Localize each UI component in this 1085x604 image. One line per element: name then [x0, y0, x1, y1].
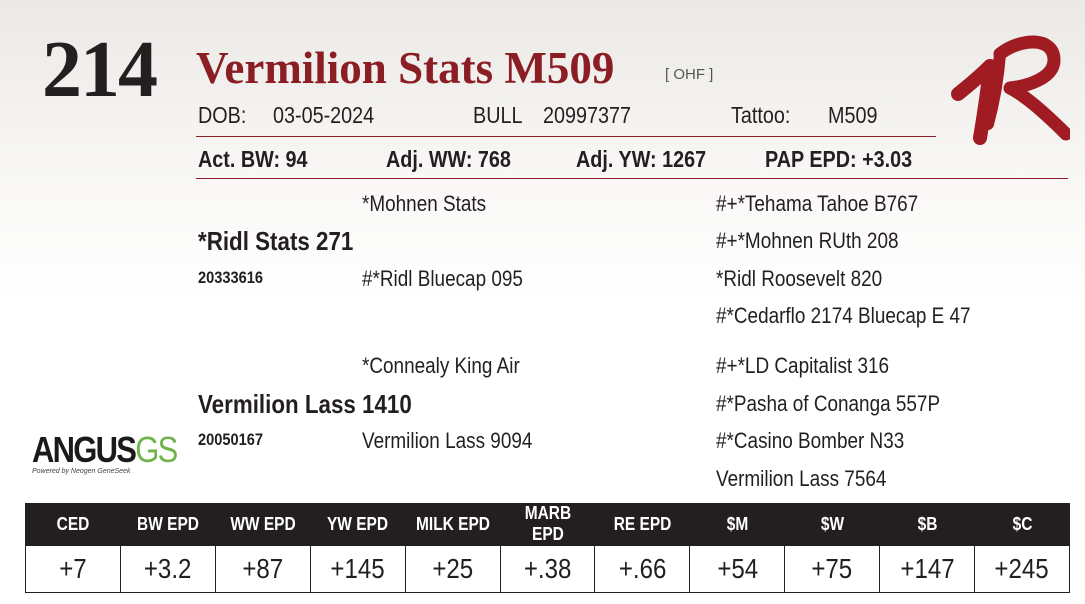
- angus-logo-text: ANGUS: [32, 429, 137, 470]
- epd-header: BW EPD: [119, 503, 216, 546]
- actual-birth-weight: Act. BW: 94: [198, 146, 308, 172]
- epd-header: $B: [879, 503, 975, 546]
- dam-dam: Vermilion Lass 9094: [362, 428, 533, 453]
- epd-header: WW EPD: [214, 503, 311, 546]
- epd-value: +.38: [499, 545, 596, 593]
- epd-value: +145: [309, 545, 406, 593]
- adjusted-weaning-weight: Adj. WW: 768: [386, 146, 511, 172]
- sire-sire: *Mohnen Stats: [362, 191, 487, 216]
- dam-sire-dam: #*Pasha of Conanga 557P: [716, 391, 941, 416]
- divider-line: [196, 136, 936, 137]
- dam-registration: 20050167: [198, 430, 264, 449]
- sire-sire-dam: #+*Mohnen RUth 208: [716, 228, 899, 253]
- dam-sire-sire: #+*LD Capitalist 316: [716, 353, 890, 378]
- sire-registration: 20333616: [198, 268, 264, 287]
- epd-header: MILK EPD: [404, 503, 501, 546]
- epd-value: +.66: [594, 545, 691, 593]
- gs-logo-text: GS: [135, 429, 178, 470]
- sex-value: BULL: [473, 102, 523, 128]
- epd-value: +7: [25, 545, 121, 593]
- adjusted-yearling-weight: Adj. YW: 1267: [576, 146, 707, 172]
- epd-header: CED: [25, 503, 121, 546]
- tattoo-value: M509: [828, 102, 878, 128]
- registration-number: 20997377: [543, 102, 632, 128]
- vr-brand-icon: [951, 35, 1070, 145]
- epd-value: +25: [404, 545, 501, 593]
- epd-header: $M: [689, 503, 785, 546]
- epd-value-row: +7 +3.2 +87 +145 +25 +.38 +.66 +54 +75 +…: [25, 545, 1070, 593]
- lot-number: 214: [42, 26, 158, 114]
- dam-sire: *Connealy King Air: [362, 353, 520, 378]
- epd-value: +87: [214, 545, 311, 593]
- powered-by-text: Powered by Neogen GeneSeek: [32, 468, 131, 475]
- epd-value: +75: [784, 545, 881, 593]
- dob-value: 03-05-2024: [273, 102, 375, 128]
- epd-header: $C: [974, 503, 1070, 546]
- epd-header: YW EPD: [309, 503, 406, 546]
- dam-dam-dam: Vermilion Lass 7564: [716, 466, 887, 491]
- dam-name: Vermilion Lass 1410: [198, 389, 412, 419]
- dob-label: DOB:: [198, 102, 247, 128]
- epd-value: +245: [974, 545, 1070, 593]
- epd-value: +147: [879, 545, 976, 593]
- epd-header: $W: [784, 503, 880, 546]
- angus-gs-logo: ANGUSGS Powered by Neogen GeneSeek: [32, 430, 182, 490]
- sire-sire-sire: #+*Tehama Tahoe B767: [716, 191, 919, 216]
- dam-dam-sire: #*Casino Bomber N33: [716, 428, 905, 453]
- sire-name: *Ridl Stats 271: [198, 226, 354, 256]
- animal-name: Vermilion Stats M509: [196, 43, 615, 93]
- epd-header-row: CED BW EPD WW EPD YW EPD MILK EPD MARB E…: [25, 503, 1070, 546]
- epd-header: RE EPD: [594, 503, 690, 546]
- animal-tag: [ OHF ]: [665, 66, 714, 83]
- epd-table: CED BW EPD WW EPD YW EPD MILK EPD MARB E…: [25, 503, 1070, 593]
- epd-value: +3.2: [119, 545, 216, 593]
- sire-dam: #*Ridl Bluecap 095: [362, 266, 523, 291]
- tattoo-label: Tattoo:: [731, 102, 791, 128]
- divider-line: [196, 178, 1068, 179]
- pap-epd: PAP EPD: +3.03: [765, 146, 913, 172]
- epd-header: MARB EPD: [499, 503, 595, 546]
- epd-value: +54: [689, 545, 786, 593]
- sire-dam-sire: *Ridl Roosevelt 820: [716, 266, 883, 291]
- sire-dam-dam: #*Cedarflo 2174 Bluecap E 47: [716, 303, 971, 328]
